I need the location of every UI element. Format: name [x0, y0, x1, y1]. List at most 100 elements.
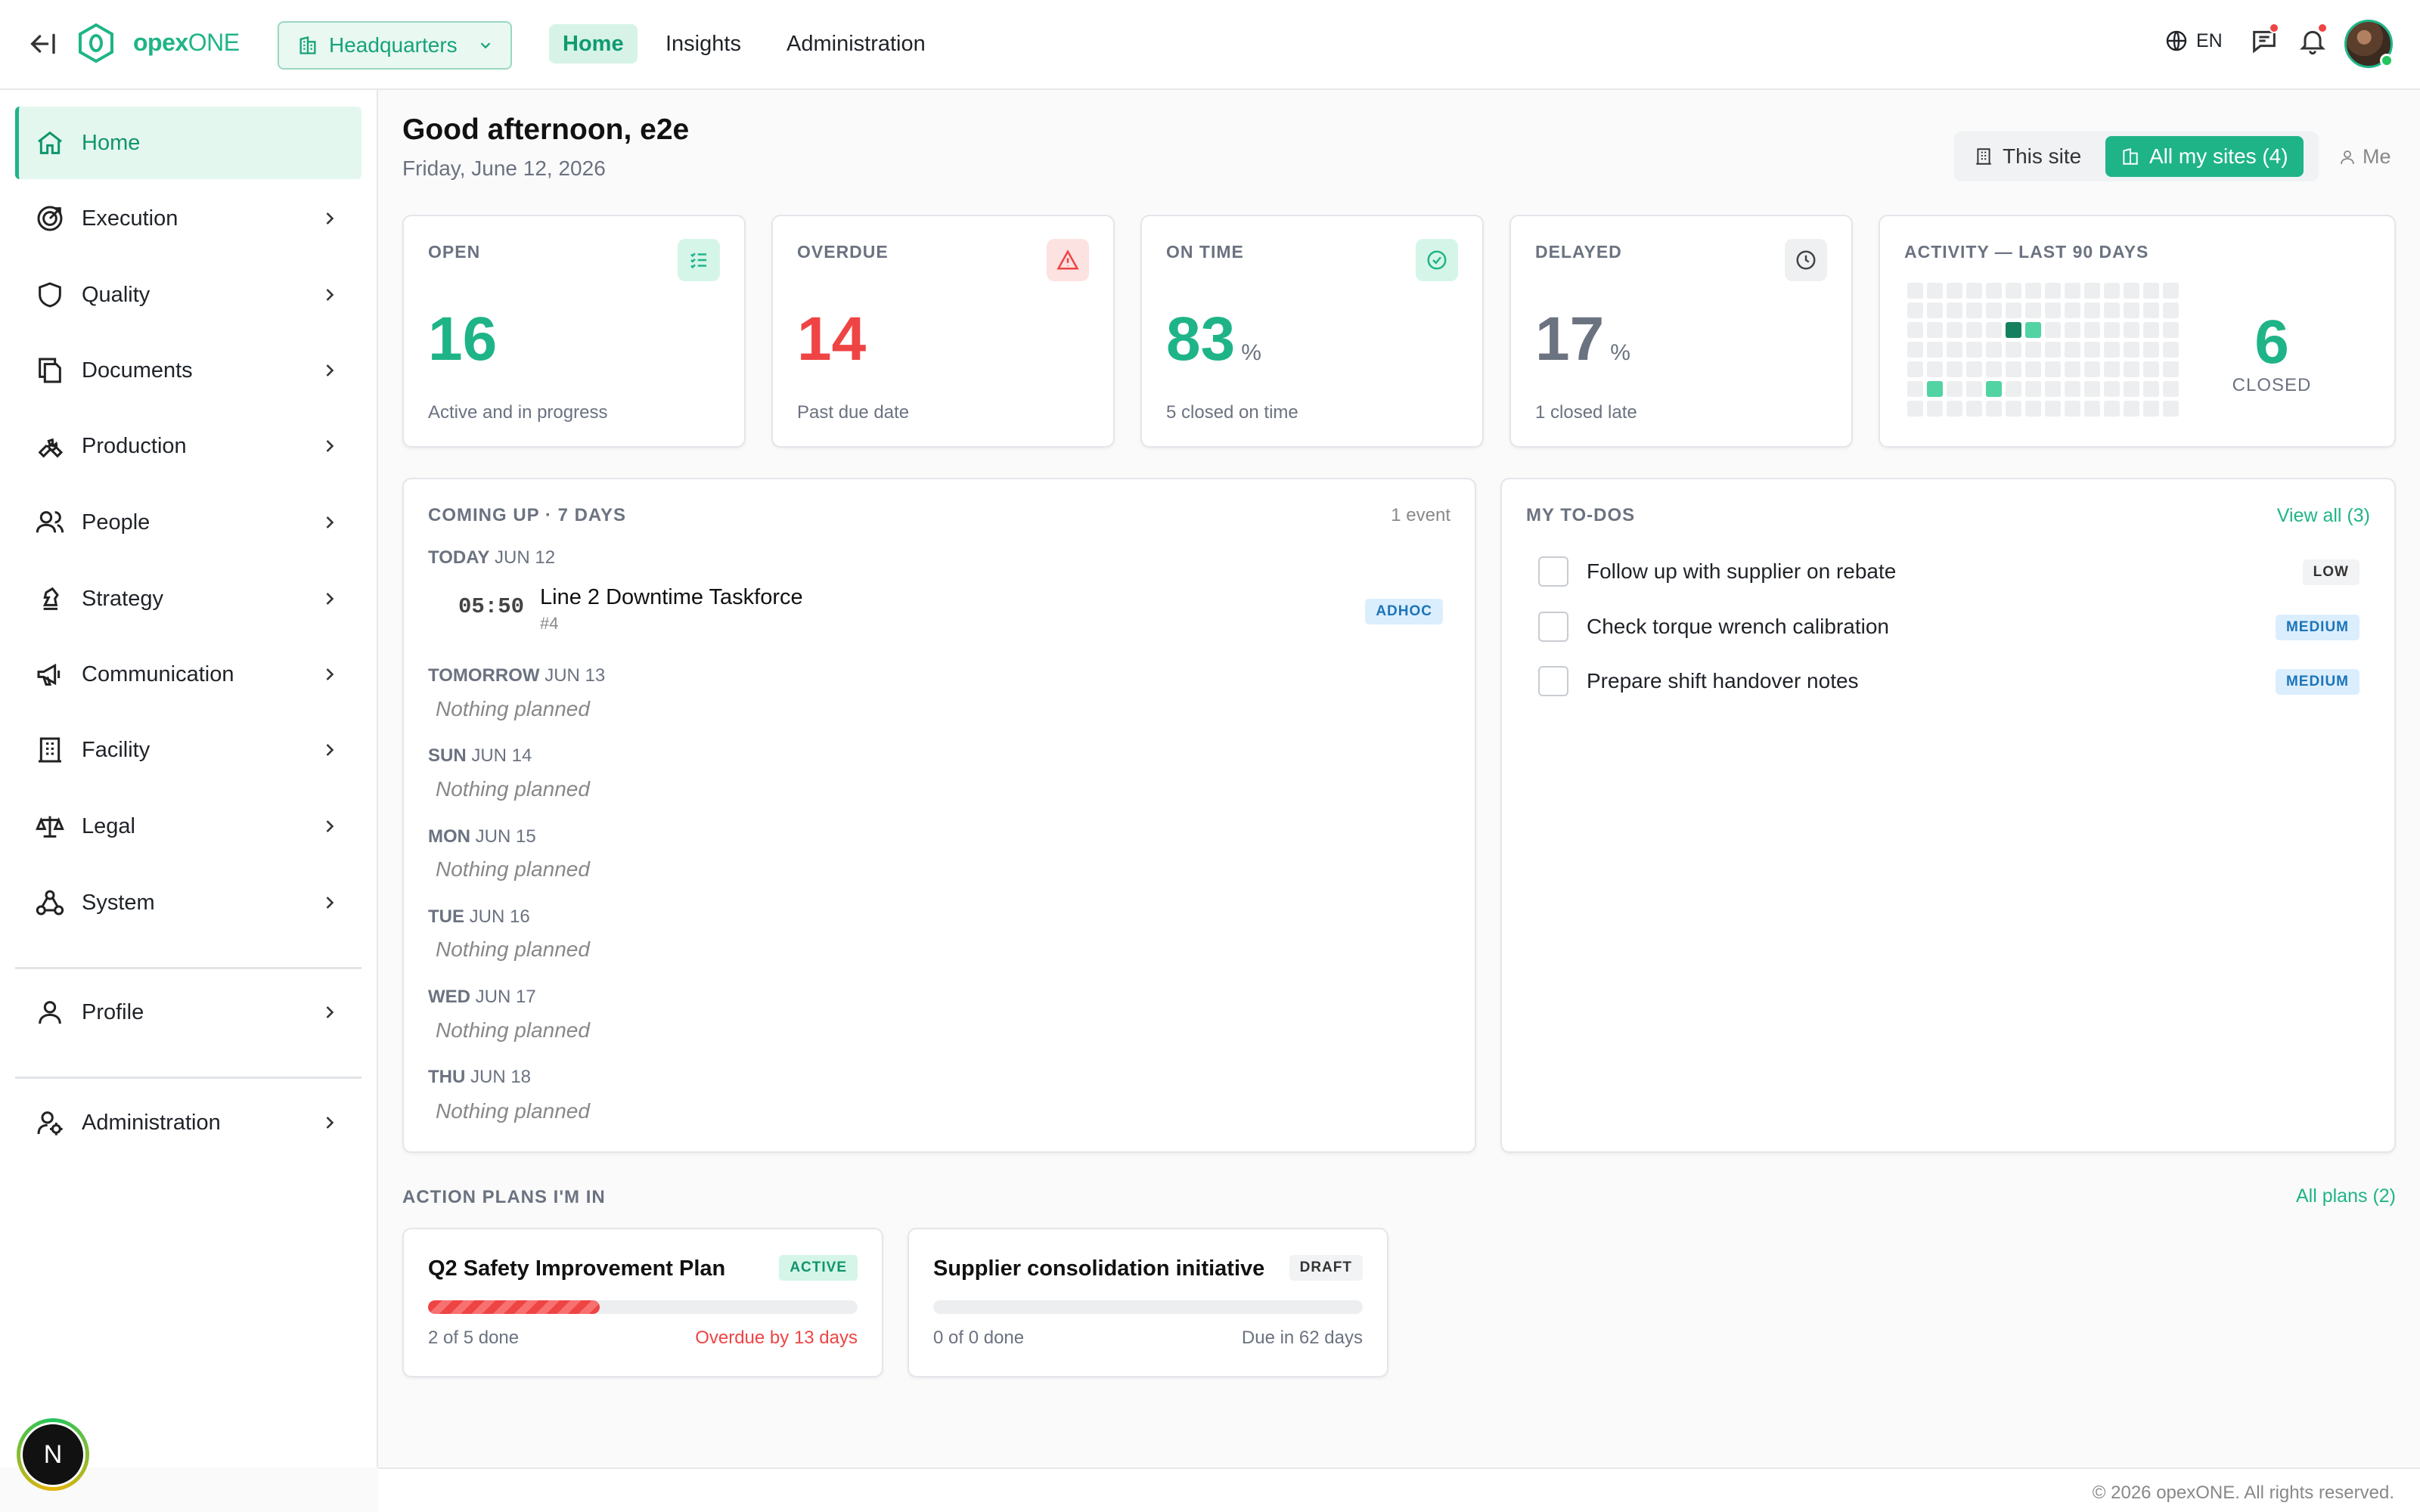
- scope-this-site-label: This site: [2003, 144, 2082, 168]
- chevron-right-icon: [326, 668, 334, 680]
- todo-item[interactable]: Prepare shift handover notes: [1538, 666, 1859, 696]
- sidebar-item-label: Execution: [82, 206, 178, 231]
- day-header: THU JUN 18: [428, 1067, 531, 1088]
- site-selector-label: Headquarters: [329, 33, 458, 57]
- heatmap-cell: [2025, 322, 2041, 338]
- heatmap-cell: [1947, 322, 1962, 338]
- coming-up-card: COMING UP · 7 DAYS 1 event TODAY JUN 12 …: [402, 478, 1476, 1153]
- stat-card-overdue[interactable]: OVERDUE 14 Past due date: [771, 215, 1115, 448]
- notifications-bell-icon[interactable]: [2297, 23, 2328, 56]
- logo-icon[interactable]: [77, 23, 115, 64]
- site-selector[interactable]: Headquarters: [278, 21, 512, 70]
- clock-icon: [1785, 239, 1827, 281]
- day-date: JUN 14: [471, 745, 532, 766]
- megaphone-icon: [37, 663, 60, 686]
- stat-card-delayed[interactable]: DELAYED 17% 1 closed late: [1509, 215, 1853, 448]
- sidebar-item-strategy[interactable]: Strategy: [15, 562, 361, 635]
- scope-this-site-button[interactable]: This site: [1959, 136, 2096, 177]
- sidebar-item-production[interactable]: Production: [15, 410, 361, 482]
- sidebar-item-legal[interactable]: Legal: [15, 790, 361, 863]
- heatmap-cell: [2065, 361, 2080, 377]
- sidebar-item-execution[interactable]: Execution: [15, 182, 361, 255]
- heatmap-cell: [1986, 381, 2002, 397]
- stat-unit: %: [1241, 340, 1261, 365]
- messages-icon[interactable]: [2249, 23, 2279, 56]
- sidebar-item-home[interactable]: Home: [15, 107, 361, 179]
- sidebar-item-administration[interactable]: Administration: [15, 1086, 361, 1159]
- topnav-home[interactable]: Home: [549, 24, 638, 64]
- sidebar-item-quality[interactable]: Quality: [15, 259, 361, 331]
- todo-item[interactable]: Check torque wrench calibration: [1538, 612, 1889, 642]
- stat-value: 83%: [1166, 304, 1261, 375]
- heatmap-cell: [2163, 342, 2179, 358]
- todo-item[interactable]: Follow up with supplier on rebate: [1538, 556, 1896, 587]
- people-icon: [36, 511, 64, 533]
- stat-label: DELAYED: [1535, 242, 1622, 262]
- heatmap-cell: [1907, 283, 1923, 299]
- nothing-planned: Nothing planned: [436, 1099, 590, 1123]
- online-status-dot: [2380, 54, 2394, 67]
- user-avatar[interactable]: [2344, 20, 2394, 68]
- plan-title: Q2 Safety Improvement Plan: [428, 1256, 726, 1281]
- chevron-right-icon: [326, 897, 334, 909]
- todos-view-all-link[interactable]: View all (3): [2276, 505, 2370, 526]
- dev-tools-badge[interactable]: N: [17, 1418, 89, 1491]
- heatmap-cell: [1966, 322, 1982, 338]
- heatmap-cell: [2006, 302, 2021, 318]
- stat-card-on-time[interactable]: ON TIME 83% 5 closed on time: [1140, 215, 1484, 448]
- all-plans-link[interactable]: All plans (2): [2296, 1185, 2396, 1207]
- sidebar-item-system[interactable]: System: [15, 866, 361, 939]
- stat-card-open[interactable]: OPEN 16 Active and in progress: [402, 215, 746, 448]
- todo-checkbox[interactable]: [1538, 612, 1568, 642]
- sidebar-item-facility[interactable]: Facility: [15, 714, 361, 786]
- heatmap-cell: [2025, 342, 2041, 358]
- heatmap-cell: [1947, 401, 1962, 417]
- heatmap-cell: [1927, 401, 1943, 417]
- sidebar-divider: [15, 1077, 361, 1079]
- heatmap-cell: [2065, 381, 2080, 397]
- logo-wordmark[interactable]: opexONE: [133, 29, 240, 56]
- checklist-icon: [678, 239, 720, 281]
- chess-knight-icon: [42, 587, 59, 610]
- priority-badge: LOW: [2302, 559, 2360, 585]
- heatmap-cell: [2006, 322, 2021, 338]
- collapse-sidebar-icon[interactable]: [27, 29, 57, 59]
- action-plan-card[interactable]: Supplier consolidation initiative DRAFT …: [908, 1228, 1388, 1377]
- heatmap-cell: [2143, 322, 2159, 338]
- day-header: TUE JUN 16: [428, 906, 530, 928]
- action-plan-card[interactable]: Q2 Safety Improvement Plan ACTIVE 2 of 5…: [402, 1228, 883, 1377]
- heatmap-cell: [1986, 302, 2002, 318]
- heatmap-cell: [2006, 361, 2021, 377]
- day-name: MON: [428, 826, 470, 847]
- heatmap-cell: [2124, 381, 2139, 397]
- plan-progress-text: 0 of 0 done: [933, 1328, 1025, 1348]
- sidebar-item-people[interactable]: People: [15, 486, 361, 559]
- language-selector[interactable]: EN: [2164, 29, 2223, 53]
- heatmap-cell: [2045, 381, 2061, 397]
- building-icon: [299, 36, 316, 54]
- heatmap-cell: [1927, 302, 1943, 318]
- chevron-right-icon: [326, 744, 334, 756]
- sidebar-item-profile[interactable]: Profile: [15, 976, 361, 1049]
- topnav-administration[interactable]: Administration: [786, 31, 926, 56]
- sidebar-item-label: Strategy: [82, 586, 163, 611]
- stat-value: 14: [797, 305, 867, 373]
- heatmap-cell: [1927, 361, 1943, 377]
- nothing-planned: Nothing planned: [436, 697, 590, 720]
- sidebar-item-communication[interactable]: Communication: [15, 638, 361, 711]
- day-date: JUN 16: [469, 906, 530, 927]
- todo-text: Prepare shift handover notes: [1587, 669, 1859, 692]
- heatmap-cell: [2065, 322, 2080, 338]
- building-icon: [1976, 148, 1991, 165]
- sidebar-item-label: Profile: [82, 999, 144, 1024]
- user-icon: [2341, 150, 2354, 164]
- scope-me-button[interactable]: Me: [2338, 145, 2391, 169]
- heatmap-cell: [2084, 322, 2100, 338]
- chevron-down-icon: [480, 42, 491, 49]
- topnav-insights[interactable]: Insights: [666, 31, 741, 56]
- heatmap-cell: [2065, 401, 2080, 417]
- todo-checkbox[interactable]: [1538, 556, 1568, 587]
- todo-checkbox[interactable]: [1538, 666, 1568, 696]
- scope-all-sites-button[interactable]: All my sites (4): [2105, 136, 2304, 177]
- sidebar-item-documents[interactable]: Documents: [15, 334, 361, 407]
